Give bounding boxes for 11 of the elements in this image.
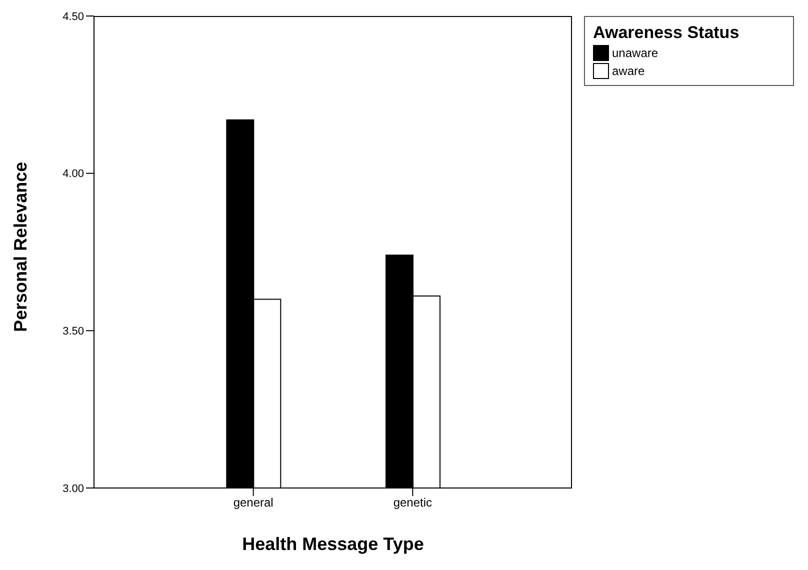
y-tick-label: 4.00 [62, 168, 84, 180]
y-tick-label: 3.00 [62, 482, 84, 495]
legend-title: Awareness Status [593, 23, 740, 43]
x-tick-label: genetic [393, 496, 432, 510]
y-tick-label: 4.50 [62, 10, 84, 23]
x-axis-title: Health Message Type [242, 534, 424, 554]
x-tick-label: general [233, 496, 274, 510]
legend-label: unaware [612, 46, 658, 60]
legend-label: aware [612, 64, 645, 78]
y-tick-label: 3.50 [62, 326, 84, 338]
y-axis-title: Personal Relevance [10, 162, 30, 332]
